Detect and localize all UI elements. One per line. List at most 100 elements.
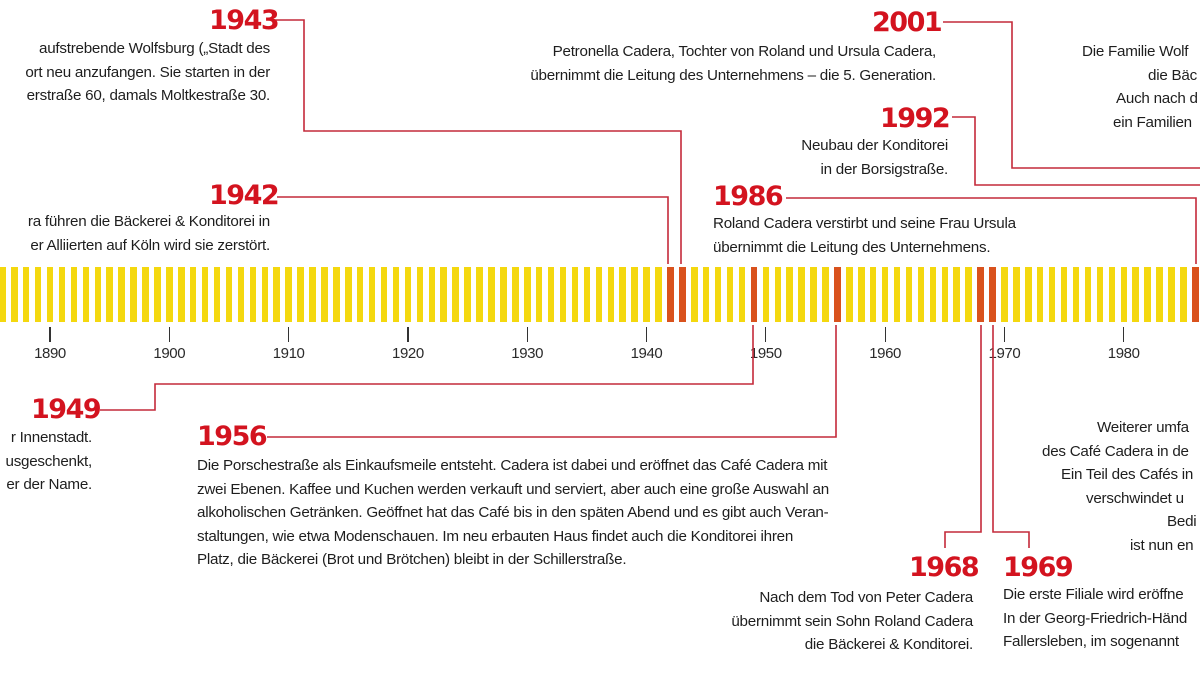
year-stripe bbox=[0, 267, 6, 322]
axis-tick-label: 1970 bbox=[988, 345, 1021, 362]
text-line: Platz, die Bäckerei (Brot und Brötchen) … bbox=[197, 551, 627, 568]
year-stripe bbox=[249, 267, 257, 322]
year-stripe bbox=[691, 267, 698, 322]
text-line: Neubau der Konditorei bbox=[801, 137, 948, 154]
year-stripe bbox=[1156, 267, 1163, 322]
text-line: Die Familie Wolf bbox=[1082, 43, 1189, 60]
year-stripe bbox=[631, 267, 638, 322]
connector-1942 bbox=[277, 196, 669, 264]
year-stripe bbox=[1001, 267, 1008, 322]
year-stripe bbox=[106, 267, 113, 322]
year-stripe bbox=[786, 267, 793, 322]
highlighted-year-stripe bbox=[989, 267, 996, 322]
year-stripe bbox=[583, 267, 591, 322]
axis-tick bbox=[1123, 327, 1125, 342]
year-stripe bbox=[524, 267, 531, 322]
year-stripe bbox=[965, 267, 972, 322]
highlighted-year-stripe bbox=[1192, 267, 1199, 322]
year-stripe bbox=[953, 267, 960, 322]
text-line: ein Familien bbox=[1113, 113, 1192, 131]
year-stripe bbox=[392, 267, 400, 322]
year-stripe bbox=[1180, 267, 1187, 322]
year-stripe bbox=[94, 267, 102, 322]
event-year-1992: 1992 bbox=[880, 103, 951, 134]
year-stripe bbox=[941, 267, 949, 322]
axis-tick bbox=[168, 327, 170, 342]
event-year-1968: 1968 bbox=[909, 552, 980, 583]
text-line: die Bäc bbox=[1148, 66, 1197, 84]
year-stripe bbox=[547, 267, 555, 322]
year-stripe bbox=[34, 267, 42, 322]
year-stripe bbox=[225, 267, 233, 322]
event-text-expansion-cropped: Weiterer umfa des Café Cadera in de Ein … bbox=[1040, 416, 1200, 557]
year-stripe bbox=[404, 267, 412, 322]
year-stripe bbox=[929, 267, 937, 322]
text-line: übernimmt die Leitung des Unternehmens. bbox=[713, 238, 991, 256]
axis-tick-label: 1910 bbox=[272, 345, 305, 362]
connector-1969 bbox=[992, 325, 1030, 548]
connector-1943 bbox=[272, 19, 682, 264]
event-year-1986: 1986 bbox=[713, 181, 784, 212]
connector-1986 bbox=[786, 197, 1197, 264]
highlighted-year-stripe bbox=[679, 267, 686, 322]
event-year-2001: 2001 bbox=[872, 7, 943, 38]
text-line: In der Georg-Friedrich-Händ bbox=[1003, 609, 1188, 627]
event-year-1942: 1942 bbox=[209, 180, 280, 211]
highlighted-year-stripe bbox=[977, 267, 984, 322]
text-line: in der Borsigstraße. bbox=[820, 160, 948, 178]
axis-tick bbox=[526, 327, 528, 342]
text-line: übernimmt die Leitung des Unternehmens –… bbox=[530, 66, 936, 84]
event-text-1992: Neubau der Konditorei in der Borsigstraß… bbox=[801, 134, 948, 181]
text-line: Nach dem Tod von Peter Cadera bbox=[759, 589, 973, 606]
event-year-1949: 1949 bbox=[31, 394, 102, 425]
year-stripe bbox=[11, 267, 18, 322]
year-stripe bbox=[619, 267, 626, 322]
text-line: ort neu anzufangen. Sie starten in der bbox=[25, 63, 270, 81]
year-stripe bbox=[512, 267, 519, 322]
event-year-1956: 1956 bbox=[197, 421, 268, 452]
year-stripe bbox=[476, 267, 483, 322]
year-stripe bbox=[738, 267, 746, 322]
event-text-1956: Die Porschestraße als Einkaufsmeile ents… bbox=[197, 454, 829, 572]
text-line: er der Name. bbox=[6, 476, 92, 493]
text-line: Bedi bbox=[1167, 513, 1197, 530]
event-text-1986: Roland Cadera verstirbt und seine Frau U… bbox=[713, 212, 1016, 259]
year-stripe bbox=[297, 267, 304, 322]
year-stripe bbox=[416, 267, 424, 322]
year-stripe bbox=[309, 267, 316, 322]
year-stripe bbox=[500, 267, 507, 322]
year-stripe bbox=[607, 267, 614, 322]
year-stripe bbox=[58, 267, 66, 322]
year-stripe bbox=[464, 267, 471, 322]
year-stripe bbox=[261, 267, 269, 322]
highlighted-year-stripe bbox=[834, 267, 841, 322]
connector-1949 bbox=[100, 325, 754, 411]
year-stripe bbox=[1025, 267, 1032, 322]
axis-tick-label: 1950 bbox=[749, 345, 782, 362]
year-stripe bbox=[1144, 267, 1151, 322]
year-stripe bbox=[869, 267, 877, 322]
axis-tick-label: 1920 bbox=[392, 345, 424, 362]
year-stripe bbox=[762, 267, 770, 322]
text-line: Roland Cadera verstirbt und seine Frau U… bbox=[713, 215, 1016, 232]
year-stripe bbox=[46, 267, 54, 322]
year-stripe bbox=[154, 267, 161, 322]
year-stripe bbox=[201, 267, 209, 322]
text-line: aufstrebende Wolfsburg („Stadt des bbox=[39, 40, 270, 57]
year-stripe bbox=[1120, 267, 1127, 322]
text-line: des Café Cadera in de bbox=[1042, 442, 1189, 460]
connector-1968 bbox=[944, 325, 982, 548]
year-stripe bbox=[488, 267, 495, 322]
year-stripe bbox=[893, 267, 901, 322]
axis-tick bbox=[49, 327, 51, 342]
year-stripe bbox=[905, 267, 913, 322]
text-line: staltungen, wie etwa Modenschauen. Im ne… bbox=[197, 527, 794, 545]
text-line: alkoholischen Getränken. Geöffnet hat da… bbox=[197, 504, 829, 521]
event-text-1949: r Innenstadt. usgeschenkt, er der Name. bbox=[6, 426, 93, 497]
axis-tick bbox=[765, 327, 767, 342]
year-stripe bbox=[1072, 267, 1080, 322]
text-line: er Alliierten auf Köln wird sie zerstört… bbox=[30, 236, 270, 254]
year-stripe bbox=[380, 267, 388, 322]
